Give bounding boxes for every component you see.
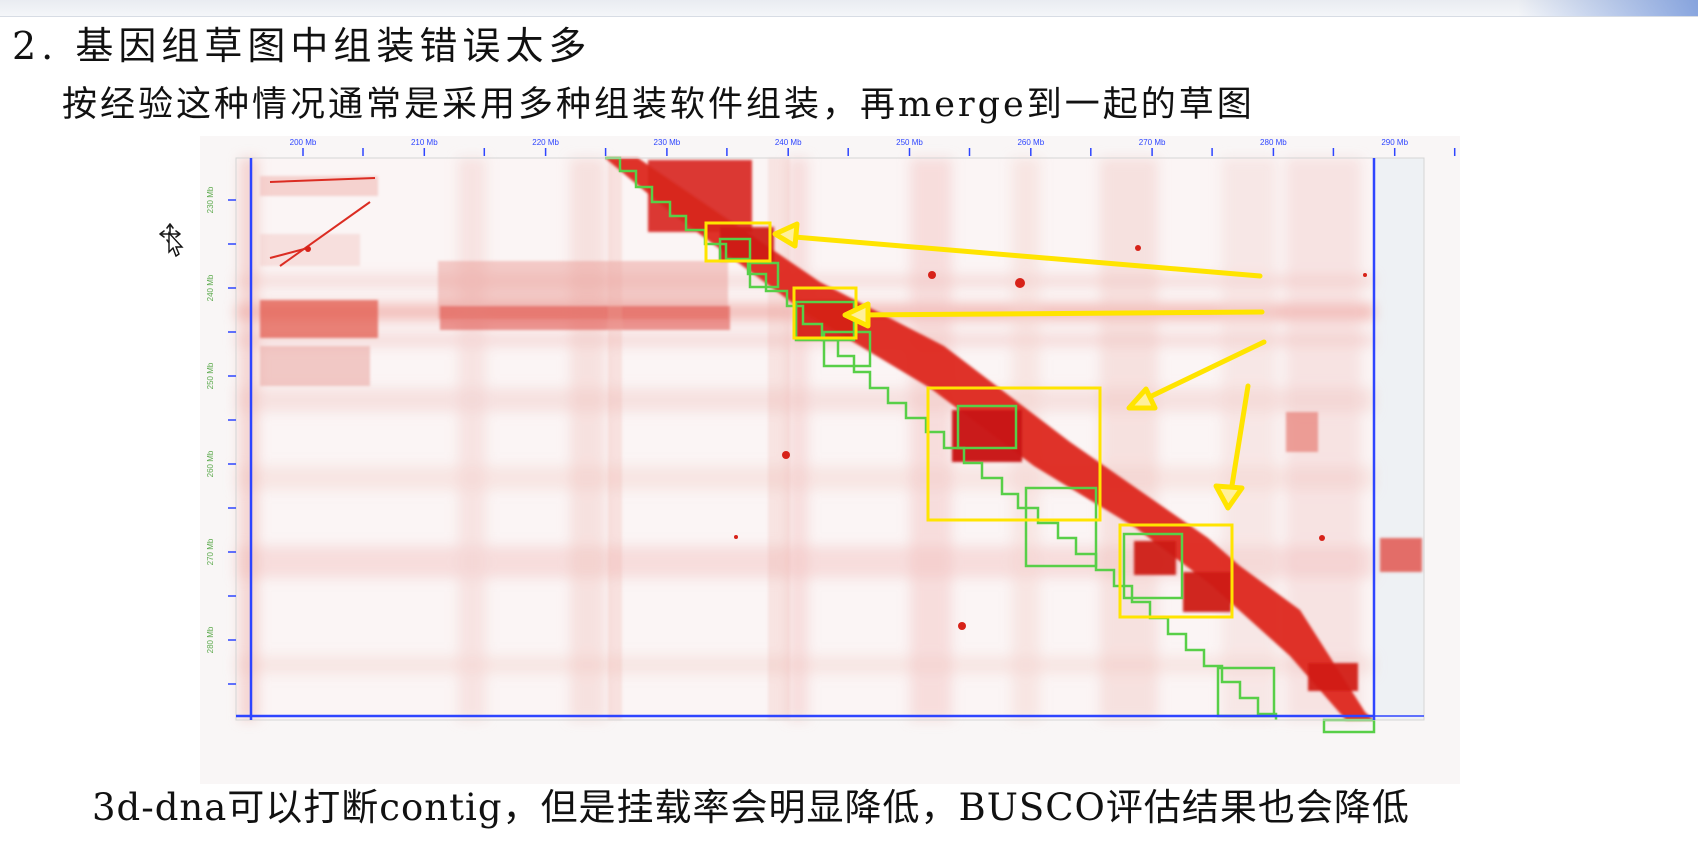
y-tick-label: 230 Mb [206, 186, 215, 213]
hic-contact-map-svg: 200 Mb 210 Mb 220 Mb 230 Mb 240 Mb 250 Mb 260 … [200, 136, 1460, 784]
move-cursor-icon [158, 220, 190, 260]
x-tick-label: 260 Mb [1017, 138, 1044, 147]
y-tick-label: 240 Mb [206, 274, 215, 301]
highlight-box-4 [1118, 523, 1234, 619]
x-axis-ticks: 200 Mb 210 Mb 220 Mb 230 Mb 240 Mb 250 Mb 260 … [290, 138, 1456, 156]
window-top-bar [0, 0, 1698, 17]
map-axes [235, 157, 1425, 721]
scattered-contacts [269, 177, 1367, 630]
x-tick-label: 230 Mb [654, 138, 681, 147]
page-subtitle: 按经验这种情况通常是采用多种组装软件组装，再merge到一起的草图 [62, 85, 1255, 125]
x-tick-label: 220 Mb [532, 138, 559, 147]
yellow-arrows [772, 221, 1267, 511]
x-tick-label: 280 Mb [1260, 138, 1287, 147]
y-tick-label: 280 Mb [206, 626, 215, 653]
x-tick-label: 200 Mb [290, 138, 317, 147]
x-tick-label: 210 Mb [411, 138, 438, 147]
hic-contact-map: 200 Mb 210 Mb 220 Mb 230 Mb 240 Mb 250 Mb 260 … [200, 136, 1460, 784]
background-contact-bands [236, 158, 1374, 720]
left-dense-regions [260, 158, 790, 720]
map-right-margin [1375, 158, 1424, 720]
y-tick-label: 270 Mb [206, 538, 215, 565]
x-tick-label: 250 Mb [896, 138, 923, 147]
y-axis-ticks: 230 Mb 240 Mb 250 Mb 260 Mb 270 Mb 280 Mb [206, 186, 236, 685]
x-tick-label: 240 Mb [775, 138, 802, 147]
highlight-box-1 [704, 221, 772, 263]
diagonal-interaction-signal [605, 158, 1422, 720]
y-tick-label: 250 Mb [206, 362, 215, 389]
bottom-note: 3d-dna可以打断contig，但是挂载率会明显降低，BUSCO评估结果也会降… [92, 786, 1410, 829]
page-heading: 2. 基因组草图中组装错误太多 [12, 24, 592, 68]
x-tick-label: 290 Mb [1381, 138, 1408, 147]
y-tick-label: 260 Mb [206, 450, 215, 477]
x-tick-label: 270 Mb [1139, 138, 1166, 147]
window-top-accent [1518, 0, 1698, 16]
highlight-box-3 [926, 386, 1102, 522]
